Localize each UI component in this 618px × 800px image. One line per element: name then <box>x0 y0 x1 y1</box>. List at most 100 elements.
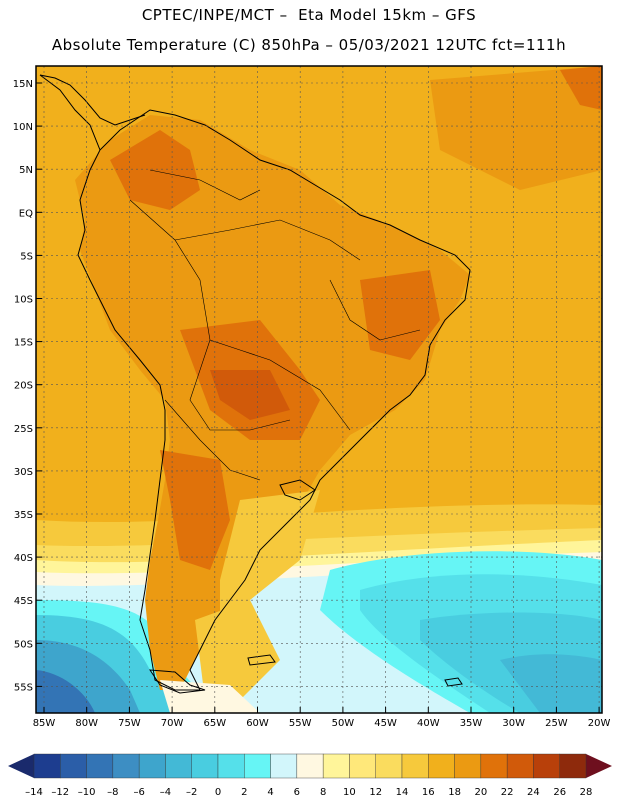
colorbar-label: 28 <box>580 787 593 798</box>
border-line-4 <box>164 399 261 481</box>
colorbar-segment <box>296 753 324 779</box>
field-cool-patagonia <box>195 600 280 700</box>
border-line-3 <box>189 339 291 431</box>
lon-label: 25W <box>545 718 568 729</box>
lat-label: 5S <box>20 251 33 262</box>
lat-label: 15S <box>14 338 33 349</box>
colorbar-label: 18 <box>448 787 461 798</box>
south-georgia-outline <box>444 677 463 687</box>
colorbar-label: 26 <box>553 787 566 798</box>
colorbar-segment <box>33 753 61 779</box>
border-line-6 <box>329 279 421 341</box>
border-line-2 <box>174 219 361 261</box>
lat-label: 25S <box>14 424 33 435</box>
lon-label: 55W <box>289 718 312 729</box>
colorbar-label: 22 <box>501 787 514 798</box>
lat-label: 10N <box>13 122 33 133</box>
colorbar-segment <box>322 753 350 779</box>
lon-label: 30W <box>502 718 525 729</box>
colorbar-segment <box>480 753 508 779</box>
colorbar-segment <box>349 753 376 779</box>
field-cold-west-4 <box>36 670 95 713</box>
lat-label: 5N <box>19 165 33 176</box>
colorbar-label: 2 <box>241 787 247 798</box>
colorbar <box>8 753 612 779</box>
lat-label: 30S <box>14 467 33 478</box>
field-cold-east-4 <box>500 654 602 713</box>
map-frame <box>35 65 603 714</box>
lat-label: EQ <box>19 208 33 219</box>
field-hotter-chaco <box>210 370 290 420</box>
colorbar-segment <box>454 753 482 779</box>
lon-label: 45W <box>374 718 397 729</box>
chart-subtitle: Absolute Temperature (C) 850hPa – 05/03/… <box>51 36 567 54</box>
colorbar-label: –4 <box>160 787 171 798</box>
lon-label: 70W <box>161 718 184 729</box>
lon-label: 85W <box>33 718 56 729</box>
lon-label: 20W <box>588 718 611 729</box>
field-hot-argentina <box>160 450 230 570</box>
colorbar-label: 0 <box>215 787 221 798</box>
malvinas-outline <box>247 654 276 666</box>
field-cool-tip <box>160 680 260 713</box>
field-hot-ne-brazil <box>360 270 440 360</box>
lat-label: 20S <box>14 381 33 392</box>
colorbar-label: 12 <box>369 787 382 798</box>
colorbar-label: –12 <box>51 787 69 798</box>
colorbar-segment <box>60 753 87 779</box>
colorbar-label: 8 <box>320 787 326 798</box>
colorbar-segment <box>401 753 429 779</box>
colorbar-label: 6 <box>294 787 300 798</box>
lat-label: 15N <box>13 79 33 90</box>
lon-label: 60W <box>246 718 269 729</box>
coastline <box>39 74 471 694</box>
colorbar-low-arrow <box>8 754 34 778</box>
colorbar-segment <box>86 753 114 779</box>
colorbar-label: 10 <box>343 787 356 798</box>
colorbar-label: –10 <box>78 787 96 798</box>
lon-label: 40W <box>417 718 440 729</box>
colorbar-label: –14 <box>25 787 43 798</box>
colorbar-segment <box>244 753 271 779</box>
lon-label: 80W <box>75 718 98 729</box>
field-hot-colombia <box>110 130 200 210</box>
lon-label: 65W <box>203 718 226 729</box>
temperature-field <box>36 66 602 713</box>
colorbar-label: 4 <box>267 787 273 798</box>
colorbar-high-arrow <box>586 754 612 778</box>
lat-label: 35S <box>14 510 33 521</box>
colorbar-label: –8 <box>107 787 118 798</box>
colorbar-segment <box>375 753 403 779</box>
lon-label: 75W <box>118 718 141 729</box>
colorbar-segment <box>270 753 298 779</box>
latitude-labels: 15N 10N 5N EQ 5S 10S 15S 20S 25S 30S 35S 40S 45S 50S 5… <box>13 79 42 693</box>
colorbar-segment <box>165 753 192 779</box>
border-line-5 <box>149 169 261 201</box>
colorbar-segment <box>533 753 560 779</box>
longitude-labels: 85W 80W 75W 70W 65W 60W 55W 50W 45W 40W 35W 30W 25W 2… <box>33 707 611 729</box>
colorbar-label: 14 <box>396 787 409 798</box>
colorbar-label: –6 <box>133 787 144 798</box>
colorbar-label: 20 <box>474 787 487 798</box>
colorbar-segment <box>428 753 455 779</box>
colorbar-segment <box>559 753 587 779</box>
central-america-outline <box>39 74 146 126</box>
colorbar-labels: –14 –12 –10 –8 –6 –4 –2 0 2 4 6 8 10 12 14 16 18 20 22 24 26… <box>25 787 592 798</box>
lon-label: 35W <box>460 718 483 729</box>
lat-label: 40S <box>14 553 33 564</box>
lat-label: 55S <box>14 682 33 693</box>
grid-lines <box>36 66 602 713</box>
colorbar-segment <box>112 753 140 779</box>
chart-title: CPTEC/INPE/MCT – Eta Model 15km – GFS <box>141 6 477 24</box>
lagoon-outline <box>279 479 316 501</box>
south-america-outline <box>39 74 471 691</box>
field-patch-natl <box>430 66 602 190</box>
colorbar-segment <box>217 753 245 779</box>
colorbar-segment <box>191 753 219 779</box>
lat-label: 10S <box>14 295 33 306</box>
tierra-del-fuego-outline <box>149 669 206 694</box>
field-patch-natl-hot <box>560 66 602 110</box>
colorbar-label: –2 <box>186 787 197 798</box>
colorbar-segment <box>138 753 166 779</box>
